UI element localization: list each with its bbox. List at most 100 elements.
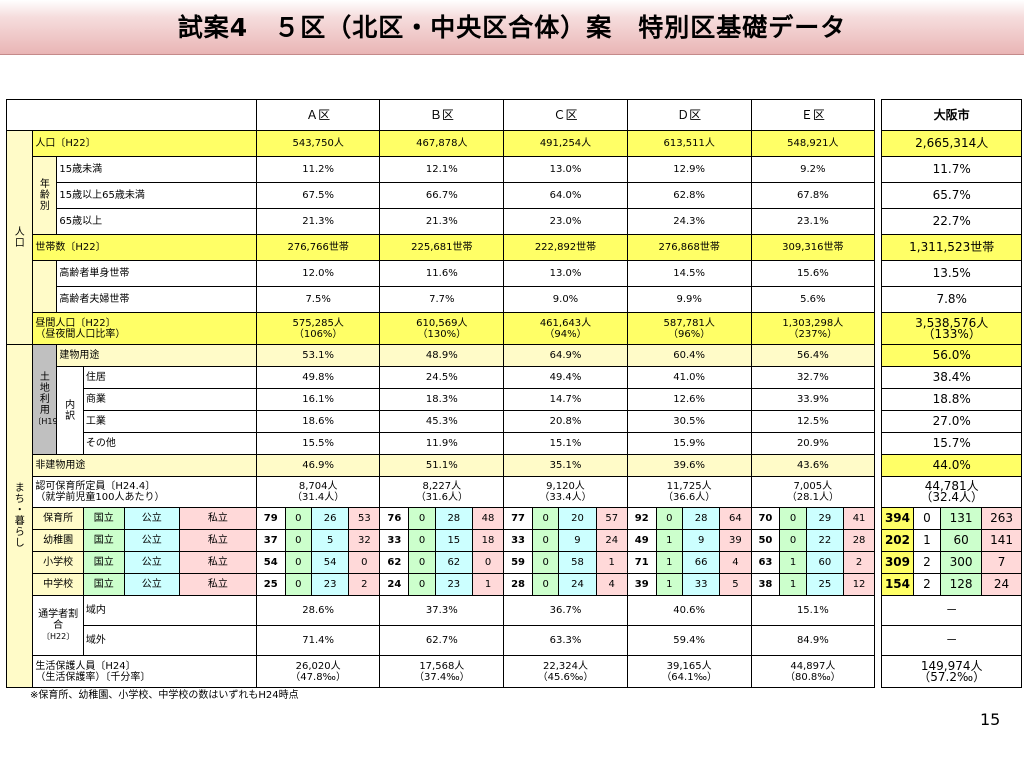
value-cell: 543,750人 xyxy=(255,130,381,157)
school-label: 保育所 xyxy=(32,507,84,530)
gap xyxy=(874,454,883,477)
gap xyxy=(874,432,883,455)
gap xyxy=(874,312,883,345)
section-town: まち・暮らし xyxy=(5,344,34,688)
osaka-value-cell: － xyxy=(881,595,1022,626)
gap xyxy=(874,551,883,574)
value-cell: 49.4% xyxy=(503,366,628,389)
title-bar xyxy=(0,0,1024,55)
value: 610,569人 xyxy=(416,317,468,329)
value: 44,781人 xyxy=(924,479,979,493)
value-cell: 84.9% xyxy=(750,625,876,656)
value-cell: 71.4% xyxy=(255,625,381,656)
row-label: 工業 xyxy=(82,410,257,433)
school-count: 1 xyxy=(655,529,684,552)
table-row: 域外 71.4% 62.7% 63.3% 59.4% 84.9% － xyxy=(7,625,1022,656)
value-cell: 40.6% xyxy=(626,595,752,626)
osaka-value-cell: 38.4% xyxy=(881,366,1022,389)
header-ward: Ｅ区 xyxy=(750,99,876,131)
value-cell: 15.1% xyxy=(750,595,876,626)
gap xyxy=(874,410,883,433)
school-count: 76 xyxy=(379,507,410,530)
school-count: 0 xyxy=(348,551,381,574)
value: 575,285人 xyxy=(292,317,344,329)
type-private: 私立 xyxy=(178,507,257,530)
value-cell: 22,324人 （45.6‰） xyxy=(503,655,628,688)
school-count: 9 xyxy=(682,529,721,552)
osaka-school-count: 2 xyxy=(912,551,942,574)
type-public: 公立 xyxy=(123,573,180,596)
school-count: 20 xyxy=(558,507,597,530)
value: 22,324人 xyxy=(542,660,588,672)
school-count: 9 xyxy=(558,529,597,552)
school-count: 79 xyxy=(255,507,286,530)
table-row: 工業 18.6% 45.3% 20.8% 30.5% 12.5% 27.0% xyxy=(7,410,1022,433)
row-label: 住居 xyxy=(82,366,257,389)
value-cell: 32.7% xyxy=(750,366,876,389)
value-cell: 12.0% xyxy=(255,260,381,287)
value: 7,005人 xyxy=(793,481,833,492)
type-public: 公立 xyxy=(123,507,180,530)
school-count: 62 xyxy=(434,551,473,574)
ratio: （237%） xyxy=(788,328,838,340)
header-ward: Ｄ区 xyxy=(626,99,752,131)
school-count: 23 xyxy=(311,573,350,596)
ratio: （37.4‰） xyxy=(413,671,470,683)
table-row: まち・暮らし土地利用〔H19〕建物用途53.1%48.9%64.9%60.4%5… xyxy=(5,344,1022,688)
school-count: 0 xyxy=(531,529,560,552)
school-count: 29 xyxy=(805,507,844,530)
type-private: 私立 xyxy=(178,529,257,552)
school-count: 49 xyxy=(626,529,657,552)
ratio: （36.6人） xyxy=(663,492,716,503)
value-cell: 36.7% xyxy=(503,595,628,626)
school-count: 18 xyxy=(471,529,505,552)
row-label: 域外 xyxy=(82,625,257,656)
ratio: （57.2‰） xyxy=(918,669,986,684)
gap xyxy=(874,655,883,688)
value-cell: 587,781人 （96%） xyxy=(626,312,752,345)
value-cell: 18.3% xyxy=(379,388,505,411)
gap xyxy=(874,182,883,209)
school-count: 5 xyxy=(311,529,350,552)
school-count: 2 xyxy=(348,573,381,596)
table-row: 人口人口〔H22〕 543,750人 467,878人 491,254人 613,511… xyxy=(5,130,1022,345)
row-label: 域内 xyxy=(82,595,257,626)
school-count: 0 xyxy=(408,529,436,552)
value-cell: 491,254人 xyxy=(503,130,628,157)
header-ward: Ｂ区 xyxy=(379,99,505,131)
ratio: （133%） xyxy=(922,326,981,341)
school-count: 77 xyxy=(503,507,533,530)
value-cell: 39,165人 （64.1‰） xyxy=(626,655,752,688)
value-cell: 67.5% xyxy=(255,182,381,209)
daytime-label: 昼間人口〔H22〕 （昼夜間人口比率） xyxy=(32,312,257,345)
value-cell: 9.2% xyxy=(750,156,876,183)
value-cell: 63.3% xyxy=(503,625,628,656)
school-count: 33 xyxy=(503,529,533,552)
gap xyxy=(874,573,883,596)
ratio: （28.1人） xyxy=(786,492,839,503)
value-cell: 7.7% xyxy=(379,286,505,313)
value: 8,227人 xyxy=(422,481,462,492)
school-count: 0 xyxy=(408,573,436,596)
school-count: 1 xyxy=(779,573,807,596)
value-cell: 17,568人 （37.4‰） xyxy=(379,655,505,688)
school-count: 5 xyxy=(719,573,752,596)
blank xyxy=(32,260,58,313)
value-cell: 46.9% xyxy=(255,454,381,477)
value-cell: 613,511人 xyxy=(626,130,752,157)
gap xyxy=(874,99,883,131)
header-row: Ａ区 Ｂ区 Ｃ区 Ｄ区 Ｅ区 大阪市 xyxy=(6,99,1022,131)
school-count: 1 xyxy=(779,551,807,574)
ratio: （31.4人） xyxy=(292,492,345,503)
gap xyxy=(874,130,883,157)
page-number: 15 xyxy=(980,710,1001,729)
school-count: 54 xyxy=(311,551,350,574)
school-count: 28 xyxy=(682,507,721,530)
type-national: 国立 xyxy=(82,529,125,552)
footnote: ※保育所、幼稚園、小学校、中学校の数はいずれもH24時点 xyxy=(30,690,299,701)
row-label: 昼間人口〔H22〕 xyxy=(35,317,116,329)
value-cell: 21.3% xyxy=(379,208,505,235)
value-cell: 66.7% xyxy=(379,182,505,209)
school-count: 38 xyxy=(750,573,781,596)
value-cell: 41.0% xyxy=(626,366,752,389)
